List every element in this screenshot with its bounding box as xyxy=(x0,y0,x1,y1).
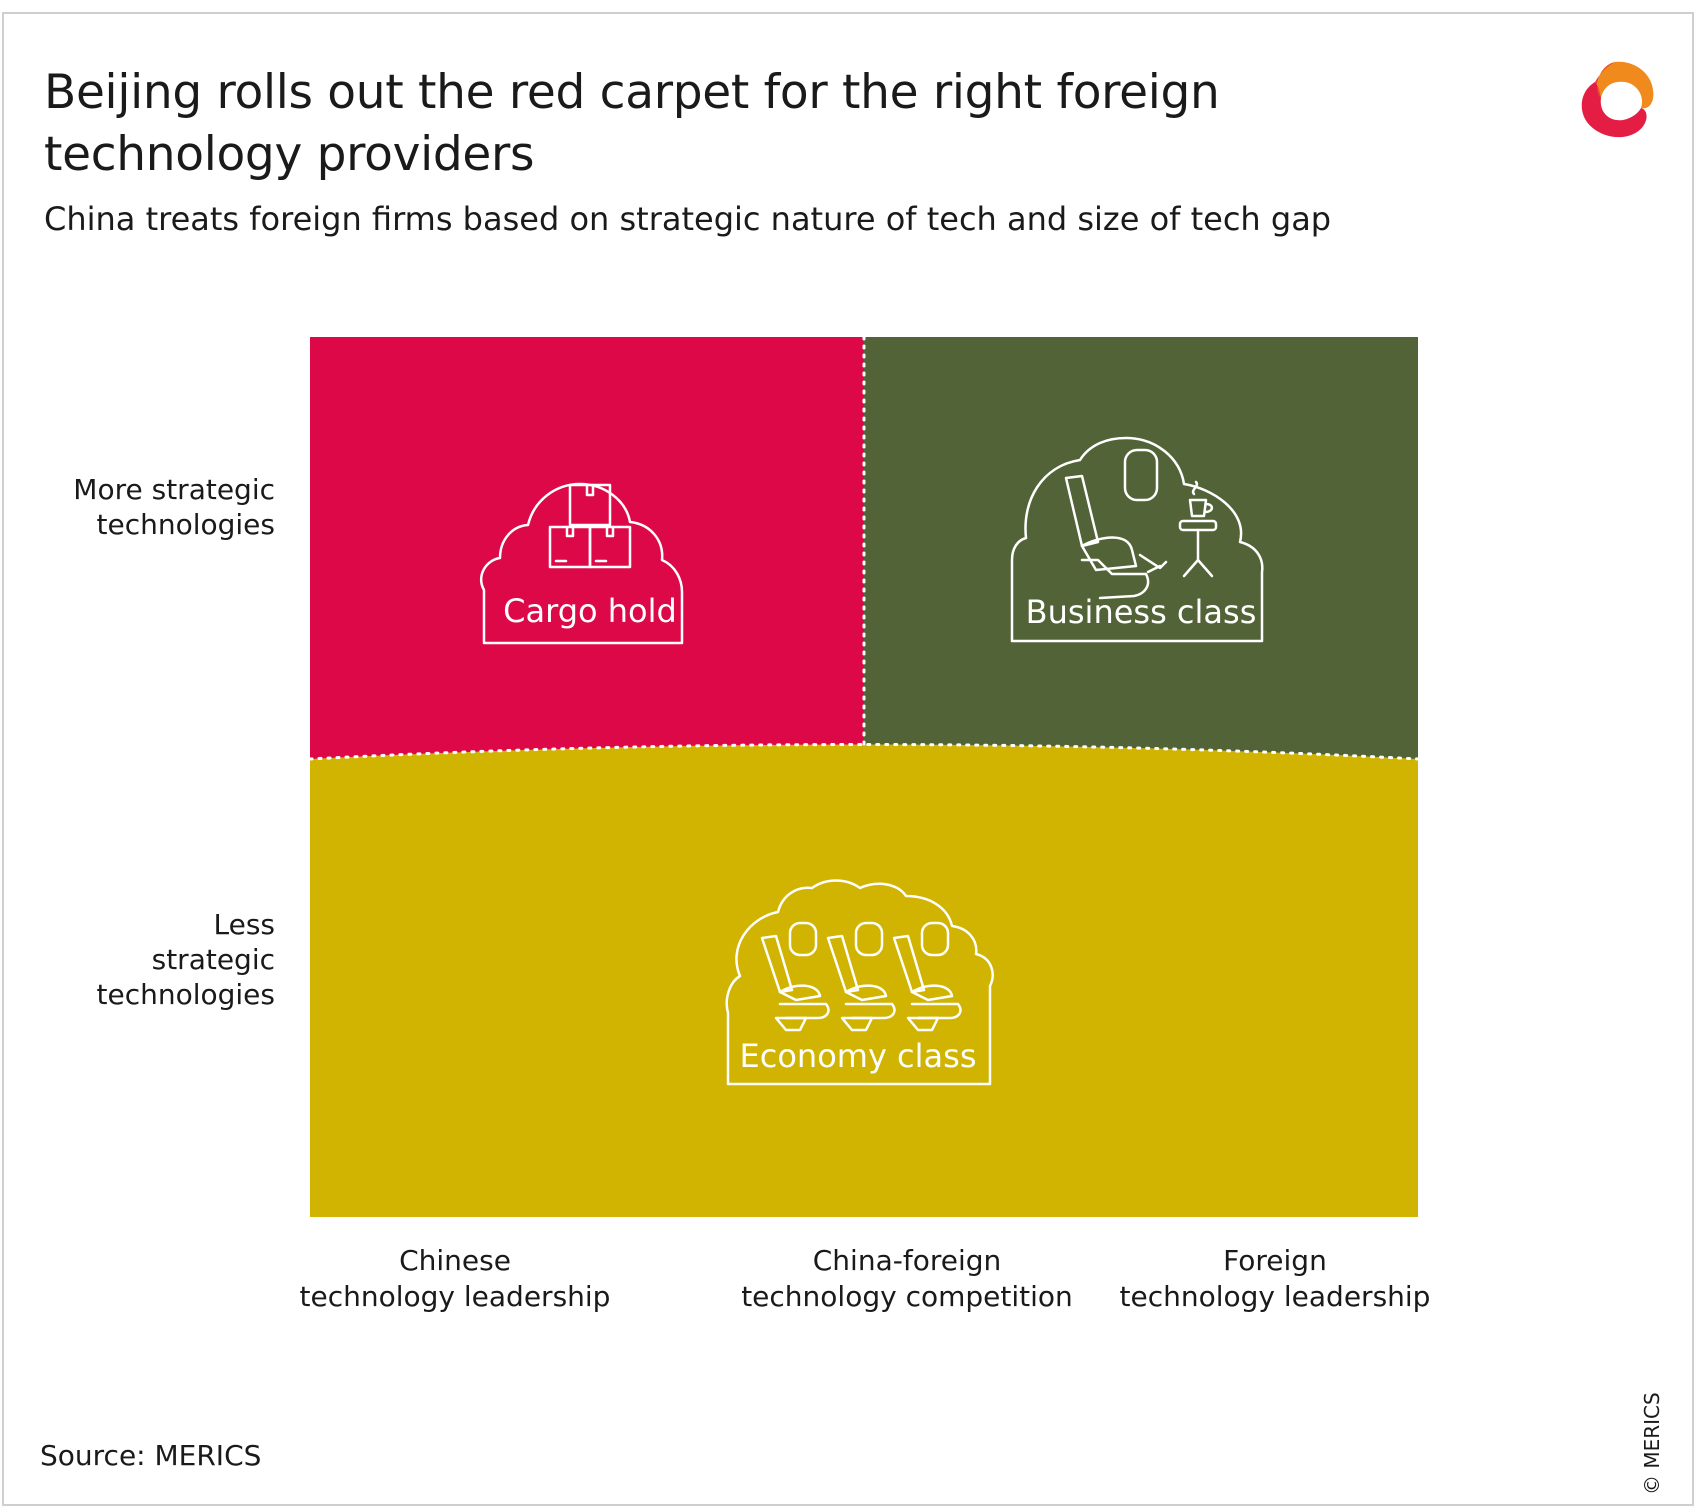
source-note: Source: MERICS xyxy=(40,1439,262,1472)
business-class-label: Business class xyxy=(1026,593,1257,631)
economy-class-quadrant xyxy=(310,744,1418,1217)
y-label-top-line-1: More strategic xyxy=(73,473,275,506)
business-seat-icon xyxy=(1010,436,1264,643)
x-label-2-line-1: China-foreign xyxy=(812,1244,1002,1277)
y-label-more-strategic: More strategic technologies xyxy=(25,472,275,542)
cargo-hold-quadrant xyxy=(310,337,864,759)
x-label-3-line-2: technology leadership xyxy=(1119,1280,1431,1313)
title-line-1: Beijing rolls out the red carpet for the… xyxy=(44,65,1220,120)
x-label-3-line-1: Foreign xyxy=(1223,1244,1327,1277)
figure-title: Beijing rolls out the red carpet for the… xyxy=(44,62,1344,186)
figure-frame xyxy=(2,12,1694,1506)
x-label-chinese-leadership: Chinese technology leadership xyxy=(285,1243,625,1315)
business-class-quadrant xyxy=(864,337,1418,759)
x-label-competition: China-foreign technology competition xyxy=(737,1243,1077,1315)
figure-subtitle: China treats foreign firms based on stra… xyxy=(44,200,1332,238)
economy-seats-icon xyxy=(725,879,994,1086)
title-line-2: technology providers xyxy=(44,127,535,182)
x-label-2-line-2: technology competition xyxy=(741,1280,1073,1313)
copyright-note: © MERICS xyxy=(1640,1392,1664,1495)
y-label-bottom-line-1: Less xyxy=(213,908,275,941)
x-label-foreign-leadership: Foreign technology leadership xyxy=(1105,1243,1445,1315)
horizontal-divider xyxy=(308,743,1420,761)
economy-class-label: Economy class xyxy=(740,1037,977,1075)
y-label-top-line-2: technologies xyxy=(96,508,276,541)
x-label-1-line-2: technology leadership xyxy=(299,1280,611,1313)
y-label-less-strategic: Less strategic technologies xyxy=(25,907,276,1012)
y-label-bottom-line-3: technologies xyxy=(96,978,276,1011)
merics-logo-icon xyxy=(1581,61,1654,138)
y-label-bottom-line-2: strategic xyxy=(151,943,275,976)
x-label-1-line-1: Chinese xyxy=(399,1244,511,1277)
cargo-hold-label: Cargo hold xyxy=(503,592,677,630)
cargo-boxes-icon xyxy=(479,482,684,645)
